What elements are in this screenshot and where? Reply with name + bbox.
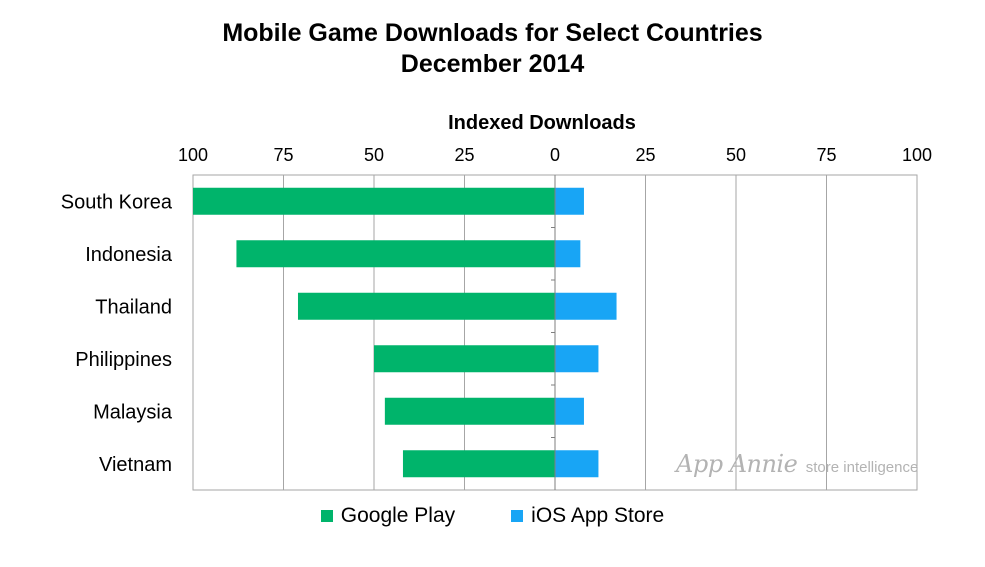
bar-google-play — [193, 187, 555, 215]
category-label: South Korea — [61, 191, 173, 213]
bar-google-play — [236, 240, 555, 268]
category-label: Malaysia — [93, 401, 173, 423]
chart-title-line-2: December 2014 — [400, 50, 585, 78]
bar-ios-app-store — [555, 292, 617, 320]
category-label: Philippines — [75, 349, 172, 371]
legend-swatch-ios-app-store — [511, 510, 524, 522]
legend-swatch-google-play — [320, 510, 333, 522]
bar-google-play — [374, 345, 555, 373]
category-label: Vietnam — [99, 454, 172, 476]
x-tick-label: 25 — [454, 145, 474, 165]
x-axis-title: Indexed Downloads — [448, 112, 636, 134]
bar-ios-app-store — [555, 397, 584, 425]
bar-ios-app-store — [555, 240, 581, 268]
x-tick-label: 25 — [635, 145, 655, 165]
x-tick-label: 75 — [816, 145, 836, 165]
watermark-tagline: store intelligence — [805, 459, 919, 476]
x-tick-label: 100 — [902, 145, 932, 165]
category-label: Indonesia — [85, 244, 173, 266]
chart-title: Mobile Game Downloads for Select Countri… — [0, 18, 985, 80]
legend-label-ios-app-store: iOS App Store — [531, 504, 665, 527]
bar-ios-app-store — [555, 187, 584, 215]
x-tick-label: 50 — [364, 145, 384, 165]
x-tick-label: 100 — [178, 145, 208, 165]
x-tick-label: 0 — [550, 145, 560, 165]
chart-title-line-1: Mobile Game Downloads for Select Countri… — [222, 19, 763, 47]
legend: Google Play iOS App Store — [0, 504, 985, 528]
watermark-brand: App Annie — [676, 450, 798, 478]
legend-item-google-play: Google Play — [320, 504, 456, 528]
x-tick-label: 50 — [726, 145, 746, 165]
legend-item-ios-app-store: iOS App Store — [511, 504, 664, 528]
bar-ios-app-store — [555, 450, 599, 478]
bar-google-play — [297, 292, 555, 320]
legend-label-google-play: Google Play — [340, 504, 456, 527]
x-tick-label: 75 — [273, 145, 293, 165]
bar-ios-app-store — [555, 345, 599, 373]
bar-google-play — [402, 450, 555, 478]
app-annie-watermark: App Annie store intelligence — [676, 450, 918, 478]
bar-google-play — [384, 397, 555, 425]
category-label: Thailand — [95, 296, 172, 318]
